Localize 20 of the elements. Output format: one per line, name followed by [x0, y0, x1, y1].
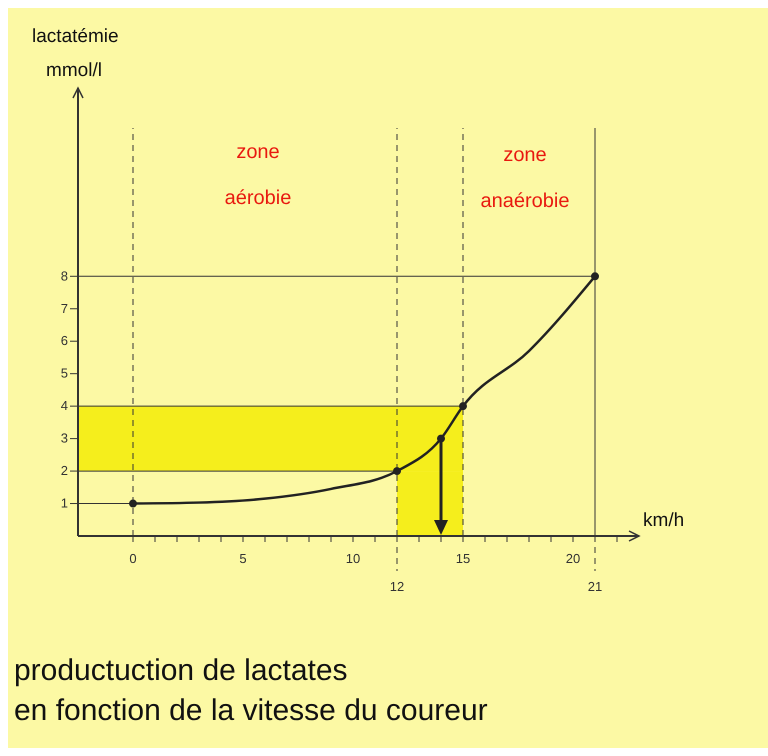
- x-axis-title: km/h: [643, 510, 684, 531]
- y-axis-title: lactatémie mmol/l: [32, 26, 119, 81]
- y-tick-label: 6: [60, 333, 68, 348]
- text: zone anaérobie: [480, 144, 570, 212]
- x-tick-label: 0: [129, 551, 137, 566]
- x-tick-label: 20: [566, 551, 580, 566]
- y-tick-label: 8: [60, 268, 68, 284]
- y-tick-label: 3: [60, 430, 68, 446]
- x-tick-label: 15: [456, 551, 470, 566]
- ref-line-label: 12: [390, 579, 404, 594]
- x-tick-label: 10: [346, 551, 360, 566]
- y-tick-label: 7: [60, 300, 68, 316]
- text: zone aérobie: [224, 141, 292, 209]
- x-tick-label: 5: [239, 551, 247, 566]
- ref-line-label: 21: [588, 579, 602, 594]
- y-tick-label: 5: [60, 366, 68, 381]
- y-tick-label: 1: [60, 496, 68, 511]
- y-tick-label: 2: [60, 463, 68, 478]
- text: productuction de lactates en fonction de la vitesse du coureur: [14, 654, 488, 727]
- y-tick-label: 4: [60, 398, 68, 414]
